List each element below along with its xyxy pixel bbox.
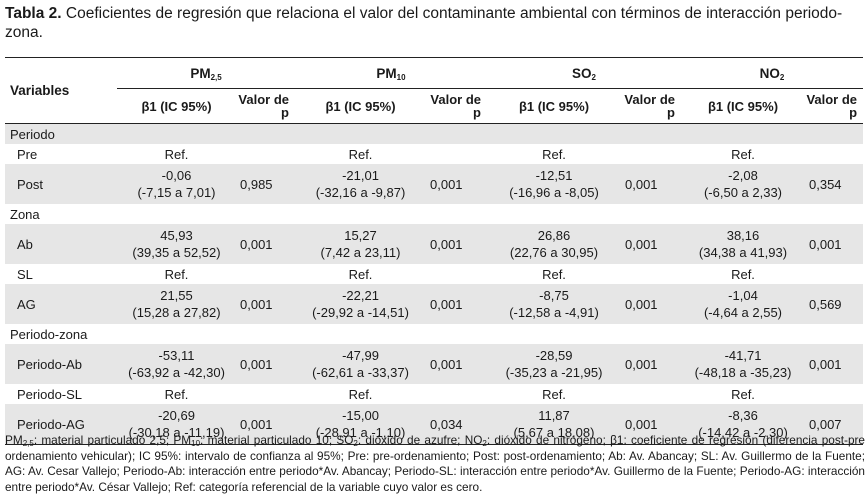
header-beta: β1 (IC 95%) bbox=[707, 98, 779, 114]
row-label: SL bbox=[17, 266, 33, 282]
section-zona: Zona bbox=[10, 206, 40, 222]
ref-cell: Ref. bbox=[542, 266, 566, 282]
coef-cell: 38,16 (34,38 a 41,93) bbox=[681, 224, 805, 264]
section-periodo: Periodo bbox=[5, 123, 864, 144]
ref-cell: Ref. bbox=[164, 266, 189, 282]
table-row: AG 21,55 (15,28 a 27,82) 0,001 -22,21 (-29… bbox=[5, 284, 864, 324]
coef-cell: -12,51 (-16,96 a -8,05) bbox=[487, 164, 621, 204]
header-pvalue: Valor de p bbox=[238, 92, 289, 120]
pvalue-cell: 0,001 bbox=[621, 344, 681, 384]
header-beta: β1 (IC 95%) bbox=[141, 98, 212, 114]
ref-cell: Ref. bbox=[542, 146, 566, 162]
pvalue-cell: 0,001 bbox=[805, 224, 864, 264]
ref-cell: Ref. bbox=[542, 386, 566, 402]
coef-cell: -41,71 (-48,18 a -35,23) bbox=[681, 344, 805, 384]
coef-cell: -8,36 (-14,42 a -2,30) bbox=[681, 404, 805, 445]
caption-text: Coeficientes de regresión que relaciona … bbox=[5, 5, 843, 41]
pvalue-cell: 0,001 bbox=[426, 344, 487, 384]
ref-cell: Ref. bbox=[731, 146, 755, 162]
header-group-so2: SO2 bbox=[487, 57, 681, 89]
coef-cell: -28,59 (-35,23 a -21,95) bbox=[487, 344, 621, 384]
row-label: Periodo-Ab bbox=[5, 344, 117, 384]
coef-cell: -53,11 (-63,92 a -42,30) bbox=[117, 344, 236, 384]
table-caption: Tabla 2. Coeficientes de regresión que r… bbox=[5, 4, 863, 42]
pvalue-cell: 0,001 bbox=[236, 404, 295, 445]
pvalue-cell: 0,001 bbox=[805, 344, 864, 384]
coef-cell: -15,00 (-28,91 a -1,10) bbox=[295, 404, 426, 445]
header-group-pm10: PM10 bbox=[295, 57, 487, 89]
row-label: Periodo-AG bbox=[5, 404, 117, 445]
coef-cell: 45,93 (39,35 a 52,52) bbox=[117, 224, 236, 264]
section-periodo-zona: Periodo-zona bbox=[10, 326, 88, 342]
header-pvalue: Valor de p bbox=[624, 92, 675, 120]
header-row-groups: Variables PM2,5 PM10 SO2 NO2 bbox=[5, 57, 864, 98]
pvalue-cell: 0,001 bbox=[426, 284, 487, 324]
section-row: Zona bbox=[5, 204, 863, 224]
pvalue-cell: 0,001 bbox=[621, 284, 681, 324]
pvalue-cell: 0,001 bbox=[236, 344, 295, 384]
pvalue-cell: 0,007 bbox=[805, 404, 864, 445]
coef-cell: 15,27 (7,42 a 23,11) bbox=[295, 224, 426, 264]
caption-label: Tabla 2. bbox=[5, 5, 62, 22]
pvalue-cell: 0,569 bbox=[805, 284, 864, 324]
coef-cell: 21,55 (15,28 a 27,82) bbox=[117, 284, 236, 324]
header-group-pm25: PM2,5 bbox=[117, 57, 295, 89]
pvalue-cell: 0,985 bbox=[236, 164, 295, 204]
pvalue-cell: 0,034 bbox=[426, 404, 487, 445]
table-row: Periodo-Ab -53,11 (-63,92 a -42,30) 0,001… bbox=[5, 344, 864, 384]
coef-cell: -8,75 (-12,58 a -4,91) bbox=[487, 284, 621, 324]
header-beta: β1 (IC 95%) bbox=[518, 98, 590, 114]
coef-cell: 26,86 (22,76 a 30,95) bbox=[487, 224, 621, 264]
coef-cell: -2,08 (-6,50 a 2,33) bbox=[681, 164, 805, 204]
row-label: AG bbox=[5, 284, 117, 324]
header-variables: Variables bbox=[10, 83, 70, 98]
regression-table: Variables PM2,5 PM10 SO2 NO2 β1 (IC 95%)… bbox=[5, 57, 864, 445]
table-row: Post -0,06 (-7,15 a 7,01) 0,985 -21,01 (-3… bbox=[5, 164, 864, 204]
header-beta: β1 (IC 95%) bbox=[325, 98, 396, 114]
ref-cell: Ref. bbox=[164, 386, 189, 402]
table-row: SL Ref. Ref. Ref. Ref. bbox=[5, 264, 863, 284]
row-label: Ab bbox=[5, 224, 117, 264]
ref-cell: Ref. bbox=[731, 266, 755, 282]
row-label: Pre bbox=[17, 146, 38, 162]
ref-cell: Ref. bbox=[348, 146, 373, 162]
header-row-sub: β1 (IC 95%) Valor de p β1 (IC 95%) Valor… bbox=[5, 89, 864, 124]
row-label: Post bbox=[5, 164, 117, 204]
pvalue-cell: 0,001 bbox=[426, 224, 487, 264]
table-row: Periodo-SL Ref. Ref. Ref. Ref. bbox=[5, 384, 863, 404]
header-pvalue: Valor de p bbox=[806, 92, 858, 120]
coef-cell: -47,99 (-62,61 a -33,37) bbox=[295, 344, 426, 384]
header-group-no2: NO2 bbox=[681, 57, 864, 89]
pvalue-cell: 0,001 bbox=[621, 404, 681, 445]
pvalue-cell: 0,001 bbox=[621, 164, 681, 204]
table-footnote: PM2,5: material particulado 2,5; PM10: m… bbox=[5, 433, 865, 494]
ref-cell: Ref. bbox=[731, 386, 755, 402]
pvalue-cell: 0,001 bbox=[426, 164, 487, 204]
coef-cell: -20,69 (-30,18 a -11,19) bbox=[117, 404, 236, 445]
header-pvalue: Valor de p bbox=[430, 92, 481, 120]
section-row: Periodo bbox=[5, 123, 864, 144]
ref-cell: Ref. bbox=[348, 266, 373, 282]
row-label: Periodo-SL bbox=[17, 386, 83, 402]
pvalue-cell: 0,001 bbox=[236, 224, 295, 264]
ref-cell: Ref. bbox=[348, 386, 373, 402]
ref-cell: Ref. bbox=[164, 146, 189, 162]
coef-cell: 11,87 (5,67 a 18,08) bbox=[487, 404, 621, 445]
coef-cell: -0,06 (-7,15 a 7,01) bbox=[117, 164, 236, 204]
table-row: Pre Ref. Ref. Ref. Ref. bbox=[5, 144, 863, 164]
coef-cell: -1,04 (-4,64 a 2,55) bbox=[681, 284, 805, 324]
pvalue-cell: 0,354 bbox=[805, 164, 864, 204]
section-row: Periodo-zona bbox=[5, 324, 863, 344]
table-row: Ab 45,93 (39,35 a 52,52) 0,001 15,27 (7,42… bbox=[5, 224, 864, 264]
coef-cell: -21,01 (-32,16 a -9,87) bbox=[295, 164, 426, 204]
pvalue-cell: 0,001 bbox=[236, 284, 295, 324]
coef-cell: -22,21 (-29,92 a -14,51) bbox=[295, 284, 426, 324]
pvalue-cell: 0,001 bbox=[621, 224, 681, 264]
table-row: Periodo-AG -20,69 (-30,18 a -11,19) 0,001… bbox=[5, 404, 864, 445]
